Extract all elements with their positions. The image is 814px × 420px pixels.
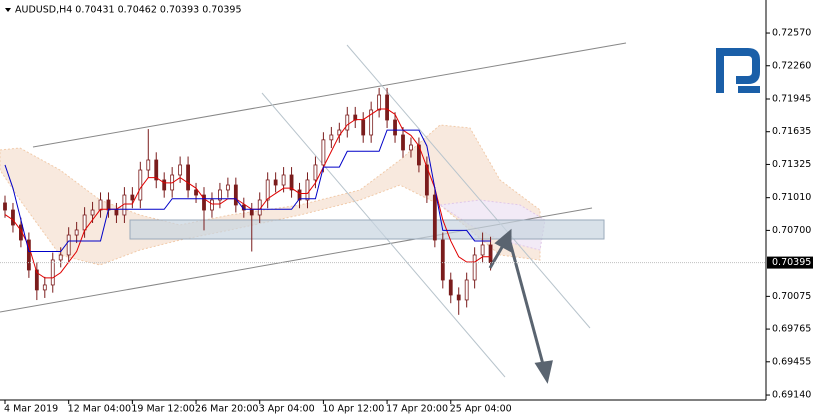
candle-body (265, 179, 270, 201)
candle-body (74, 229, 79, 236)
x-tick-label: 3 Apr 04:00 (259, 404, 315, 415)
candle-body (417, 144, 421, 166)
y-tick-label: 0.71325 (772, 159, 811, 170)
candle-body (448, 279, 453, 296)
candle-body (424, 164, 429, 196)
candle-body (50, 259, 55, 286)
candle-body (114, 209, 119, 216)
candle-body (178, 164, 183, 176)
candle-body (313, 164, 318, 181)
candle-body (225, 184, 230, 191)
current-price-label: 0.70395 (772, 257, 811, 268)
x-tick-label: 26 Mar 20:00 (195, 404, 258, 415)
y-tick-label: 0.71010 (772, 192, 811, 203)
candle-body (130, 194, 135, 201)
x-tick-label: 4 Mar 2019 (4, 404, 58, 415)
y-tick-label: 0.70075 (772, 291, 811, 302)
x-tick-label: 19 Mar 12:00 (131, 404, 194, 415)
indicator-line (4, 129, 491, 253)
forecast-arrows (488, 228, 553, 384)
candle-body (218, 189, 222, 201)
candle-body (58, 254, 63, 261)
menu-arrow (5, 8, 11, 12)
candle-body (138, 169, 143, 201)
candle-body (42, 284, 47, 291)
current-price-box (767, 256, 813, 269)
y-tick-label: 0.70700 (772, 225, 811, 236)
y-tick-label: 0.69765 (772, 324, 811, 335)
logo (716, 48, 760, 93)
candle-body (273, 179, 278, 186)
candle-body (202, 194, 206, 211)
x-tick-label: 25 Apr 04:00 (450, 404, 512, 415)
candle-body (90, 209, 95, 216)
candle-body (321, 139, 326, 166)
candle-body (82, 214, 87, 231)
candle-body (210, 199, 214, 211)
indicator-line (4, 108, 491, 279)
y-tick-label: 0.69455 (772, 356, 811, 367)
candle-body (194, 189, 198, 196)
candle-body (480, 244, 485, 256)
candle-body (297, 189, 302, 201)
candle-body (377, 94, 382, 111)
candle-body (409, 144, 413, 151)
candle-body (289, 174, 294, 191)
candle-body (233, 184, 238, 206)
candle-body (66, 234, 71, 256)
candle-body (281, 174, 286, 186)
candle-body (249, 209, 254, 216)
chart-title: AUDUSD,H4 0.70431 0.70462 0.70393 0.7039… (15, 5, 242, 16)
candle-body (345, 114, 350, 131)
candle-body (34, 269, 39, 291)
candle-body (98, 199, 103, 211)
candle-body (3, 202, 7, 211)
zone (129, 219, 605, 240)
candle-body (472, 254, 477, 281)
candle-body (361, 119, 366, 136)
y-tick-label: 0.69140 (772, 390, 811, 401)
x-tick-label: 12 Mar 04:00 (68, 404, 131, 415)
candle-body (488, 244, 493, 263)
candle-body (154, 159, 159, 181)
price-marks (3, 87, 493, 315)
candle-body (440, 239, 445, 281)
x-tick-label: 10 Apr 12:00 (322, 404, 384, 415)
candle-body (393, 119, 397, 136)
candle-body (11, 209, 15, 226)
candle-body (186, 164, 190, 191)
candle-body (369, 109, 374, 136)
candle-body (456, 294, 461, 301)
candle-body (106, 199, 111, 211)
candle-body (329, 134, 334, 141)
candle-body (162, 179, 167, 191)
y-tick-label: 0.72260 (772, 60, 811, 71)
candle-body (432, 194, 437, 241)
candle-body (464, 279, 469, 301)
x-tick-label: 17 Apr 20:00 (386, 404, 448, 415)
candle-body (146, 159, 151, 171)
y-tick-label: 0.72570 (772, 28, 811, 39)
candle-body (305, 179, 310, 201)
y-tick-label: 0.71945 (772, 93, 811, 104)
candle-body (401, 134, 405, 151)
candle-body (26, 239, 31, 271)
y-tick-label: 0.71635 (772, 126, 811, 137)
candle-body (385, 94, 389, 121)
